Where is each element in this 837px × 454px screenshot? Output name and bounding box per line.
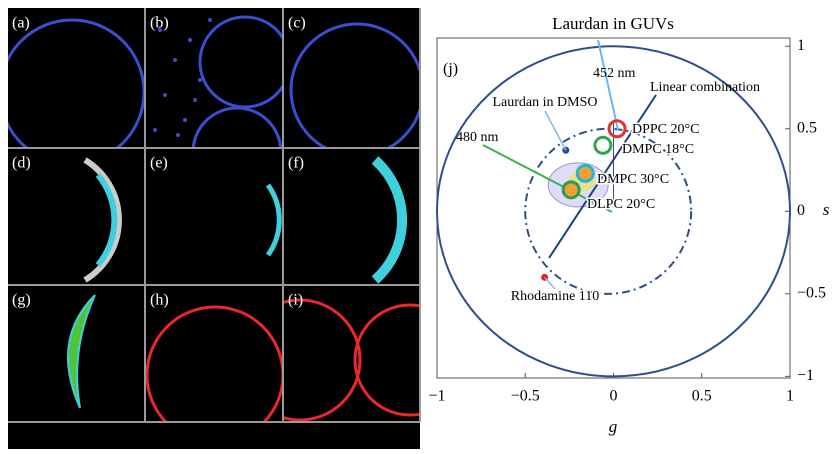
y-tick-label: −0.5 bbox=[797, 284, 826, 301]
point-label: DLPC 20°C bbox=[587, 197, 655, 212]
x-tick-label: 0 bbox=[610, 388, 618, 405]
x-tick-label: 0.5 bbox=[692, 388, 712, 405]
micrograph-background bbox=[8, 8, 420, 449]
panel-label: (j) bbox=[443, 61, 458, 78]
y-tick-label: 0 bbox=[797, 202, 805, 219]
figure: (a) (b) (c) (d) (e) (f) (g) (h) (i) Laurdan in GU… bbox=[0, 0, 837, 449]
phasor-ring bbox=[563, 182, 579, 198]
y-tick-label: 1 bbox=[797, 37, 805, 54]
annotation: Linear combination bbox=[650, 80, 760, 95]
wavelength-452-line bbox=[598, 40, 618, 130]
page: {"panels": ["(a)", "(b)", "(c)", "(d)", … bbox=[0, 0, 837, 454]
panel-label: (d) bbox=[12, 155, 31, 172]
y-tick-label: 0.5 bbox=[797, 119, 817, 136]
annotation: 452 nm bbox=[593, 66, 636, 81]
x-tick-label: 1 bbox=[786, 388, 794, 405]
phasor-ring bbox=[577, 165, 593, 181]
panel-label: (h) bbox=[150, 292, 169, 309]
point-label: Rhodamine 110 bbox=[511, 289, 600, 304]
x-tick-label: −0.5 bbox=[511, 388, 540, 405]
panel-label: (e) bbox=[150, 155, 168, 172]
chart-title: Laurdan in GUVs bbox=[552, 14, 674, 33]
pointer bbox=[545, 111, 566, 150]
panel-label: (b) bbox=[150, 15, 169, 32]
point-label: DPPC 20°C bbox=[632, 122, 699, 137]
point-label: Laurdan in DMSO bbox=[493, 95, 598, 110]
panel-label: (a) bbox=[12, 15, 30, 32]
panel-label: (i) bbox=[288, 292, 303, 309]
y-axis-label: s bbox=[823, 200, 830, 219]
annotation: 480 nm bbox=[456, 130, 499, 145]
panel-label: (g) bbox=[12, 292, 31, 309]
panel-label: (f) bbox=[288, 155, 304, 172]
point-label: DMPC 18°C bbox=[622, 142, 694, 157]
panel-label: (c) bbox=[288, 15, 306, 32]
pointer bbox=[545, 277, 555, 289]
phasor-ring bbox=[595, 137, 611, 153]
x-axis-label: g bbox=[609, 417, 618, 436]
point-label: DMPC 30°C bbox=[597, 172, 669, 187]
y-tick-label: −1 bbox=[797, 367, 814, 384]
x-tick-label: −1 bbox=[428, 388, 445, 405]
